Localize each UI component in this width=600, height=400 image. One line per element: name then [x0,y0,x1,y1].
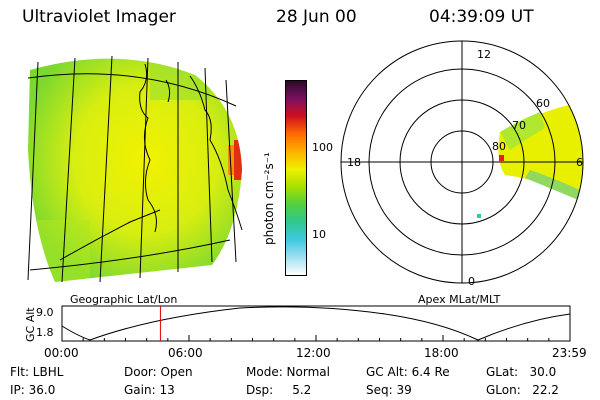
x-tick-0000: 00:00 [44,346,79,360]
x-tick-2359: 23:59 [552,346,587,360]
filter-info: Flt: LBHL [10,365,64,379]
door-info: Door: Open [124,365,193,379]
mlt-label-0: 0 [468,275,475,288]
ip-info: IP: 36.0 [10,383,56,397]
mlat-label-60: 60 [536,97,550,110]
x-tick-1800: 18:00 [424,346,459,360]
colorbar [285,80,307,276]
instrument-title: Ultraviolet Imager [22,7,176,27]
glon-info: GLon: 22.2 [486,383,559,397]
altitude-curve [61,306,571,341]
gain-info: Gain: 13 [124,383,175,397]
x-tick-0600: 06:00 [168,346,203,360]
x-tick-1200: 12:00 [296,346,331,360]
dsp-info: Dsp: 5.2 [246,383,312,397]
seq-info: Seq: 39 [366,383,412,397]
gc-alt-info: GC Alt: 6.4 Re [366,365,450,379]
mlat-label-70: 70 [512,119,526,132]
colorbar-tick-100: 100 [312,141,333,154]
glat-info: GLat: 30.0 [486,365,557,379]
mlt-label-18: 18 [347,156,361,169]
y-tick-1-8: 1.8 [36,326,54,339]
mode-info: Mode: Normal [246,365,330,379]
mlat-label-80: 80 [492,140,506,153]
mlt-label-6: 6 [576,156,583,169]
colorbar-tick-10: 10 [312,228,326,241]
time-label: 04:39:09 UT [429,7,534,27]
geographic-label: Geographic Lat/Lon [70,293,178,306]
y-tick-9: 9.0 [36,306,54,319]
mlt-label-12: 12 [477,48,491,61]
date-label: 28 Jun 00 [276,7,357,27]
apex-label: Apex MLat/MLT [418,293,501,306]
